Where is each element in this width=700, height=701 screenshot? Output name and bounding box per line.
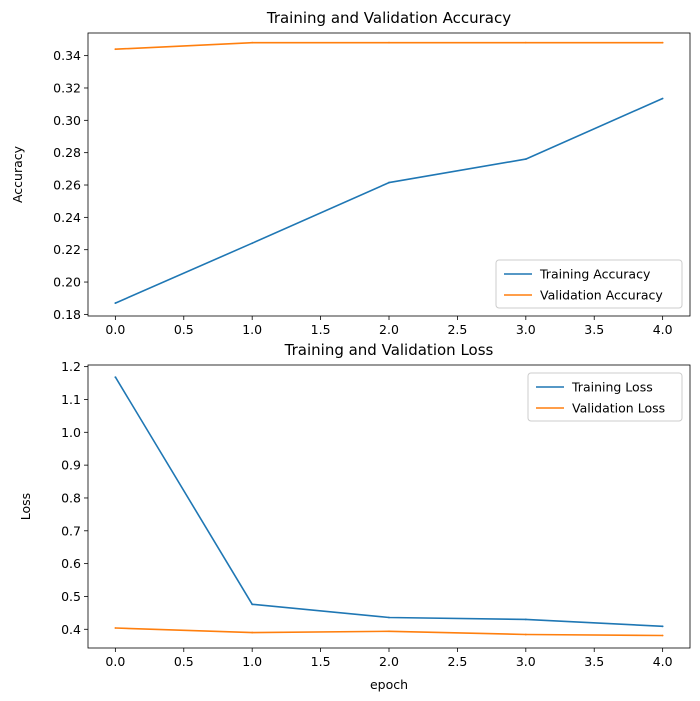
data-point-validation-loss xyxy=(524,633,527,636)
accuracy-y-tick-label: 0.30 xyxy=(53,113,81,128)
data-point-training-accuracy xyxy=(388,181,390,184)
accuracy-x-tick-label: 2.5 xyxy=(447,322,467,337)
accuracy-x-tick-label: 3.0 xyxy=(516,322,536,337)
accuracy-x-tick-label: 3.5 xyxy=(584,322,604,337)
accuracy-x-tick-label: 1.0 xyxy=(242,322,262,337)
data-point-training-accuracy xyxy=(661,97,664,100)
accuracy-y-tick-label: 0.26 xyxy=(53,178,81,193)
loss-y-tick-label: 0.6 xyxy=(61,556,81,571)
legend-label-validation-loss: Validation Loss xyxy=(572,401,665,416)
data-point-validation-accuracy xyxy=(388,41,390,44)
accuracy-x-tick-label: 4.0 xyxy=(653,322,673,337)
data-point-validation-accuracy xyxy=(251,41,254,44)
loss-x-tick-label: 1.5 xyxy=(311,654,331,669)
data-point-training-loss xyxy=(114,376,117,379)
accuracy-chart-title: Training and Validation Accuracy xyxy=(266,9,511,27)
loss-subplot: Training and Validation Loss Loss epoch … xyxy=(18,341,691,692)
loss-y-tick-label: 0.4 xyxy=(61,622,81,637)
legend-label-validation-accuracy: Validation Accuracy xyxy=(540,288,663,303)
data-point-validation-loss xyxy=(114,627,117,629)
data-point-training-loss xyxy=(388,616,390,619)
accuracy-y-tick-label: 0.34 xyxy=(53,48,81,63)
legend-label-training-loss: Training Loss xyxy=(571,380,653,395)
loss-x-axis-label: epoch xyxy=(370,677,408,692)
loss-y-tick-label: 1.2 xyxy=(61,359,81,374)
accuracy-x-tick-label: 2.0 xyxy=(379,322,399,337)
data-point-training-loss xyxy=(251,603,254,606)
accuracy-x-tick-label: 0.5 xyxy=(174,322,194,337)
accuracy-x-tick-label: 1.5 xyxy=(311,322,331,337)
accuracy-y-tick-label: 0.18 xyxy=(53,307,81,322)
accuracy-y-axis-label: Accuracy xyxy=(10,145,25,203)
loss-x-tick-label: 1.0 xyxy=(242,654,262,669)
loss-x-tick-label: 0.0 xyxy=(105,654,125,669)
data-point-validation-accuracy xyxy=(661,41,664,44)
loss-x-tick-label: 3.5 xyxy=(584,654,604,669)
accuracy-y-tick-label: 0.28 xyxy=(53,145,81,160)
accuracy-legend-box xyxy=(495,259,683,309)
accuracy-y-tick-label: 0.32 xyxy=(53,80,81,95)
loss-y-tick-label: 0.7 xyxy=(61,523,81,538)
accuracy-subplot: Training and Validation Accuracy Accurac… xyxy=(10,9,691,337)
data-point-training-accuracy xyxy=(251,242,254,245)
accuracy-x-tick-label: 0.0 xyxy=(105,322,125,337)
loss-y-tick-label: 0.5 xyxy=(61,589,81,604)
series-line-validation-accuracy xyxy=(115,41,663,50)
accuracy-y-tick-label: 0.24 xyxy=(53,210,81,225)
data-point-validation-loss xyxy=(251,631,254,634)
data-point-validation-accuracy xyxy=(114,48,117,51)
loss-y-tick-label: 1.1 xyxy=(61,392,81,407)
loss-x-tick-label: 4.0 xyxy=(653,654,673,669)
accuracy-y-tick-label: 0.22 xyxy=(53,242,81,257)
data-point-training-loss xyxy=(524,618,527,621)
accuracy-y-tick-label: 0.20 xyxy=(53,275,81,290)
loss-y-tick-label: 0.9 xyxy=(61,458,81,473)
data-point-training-accuracy xyxy=(114,302,117,304)
loss-chart-title: Training and Validation Loss xyxy=(284,341,494,359)
loss-legend-box xyxy=(527,372,683,422)
loss-y-tick-label: 1.0 xyxy=(61,425,81,440)
legend-label-training-accuracy: Training Accuracy xyxy=(539,267,651,282)
loss-x-tick-label: 2.5 xyxy=(447,654,467,669)
loss-x-tick-label: 2.0 xyxy=(379,654,399,669)
data-point-training-loss xyxy=(661,625,664,628)
data-point-validation-accuracy xyxy=(524,41,527,44)
data-point-validation-loss xyxy=(388,630,390,633)
loss-x-tick-label: 3.0 xyxy=(516,654,536,669)
loss-y-tick-label: 0.8 xyxy=(61,490,81,505)
loss-x-tick-label: 0.5 xyxy=(174,654,194,669)
loss-y-axis-label: Loss xyxy=(18,493,33,520)
data-point-validation-loss xyxy=(661,634,664,637)
data-point-training-accuracy xyxy=(524,158,527,161)
